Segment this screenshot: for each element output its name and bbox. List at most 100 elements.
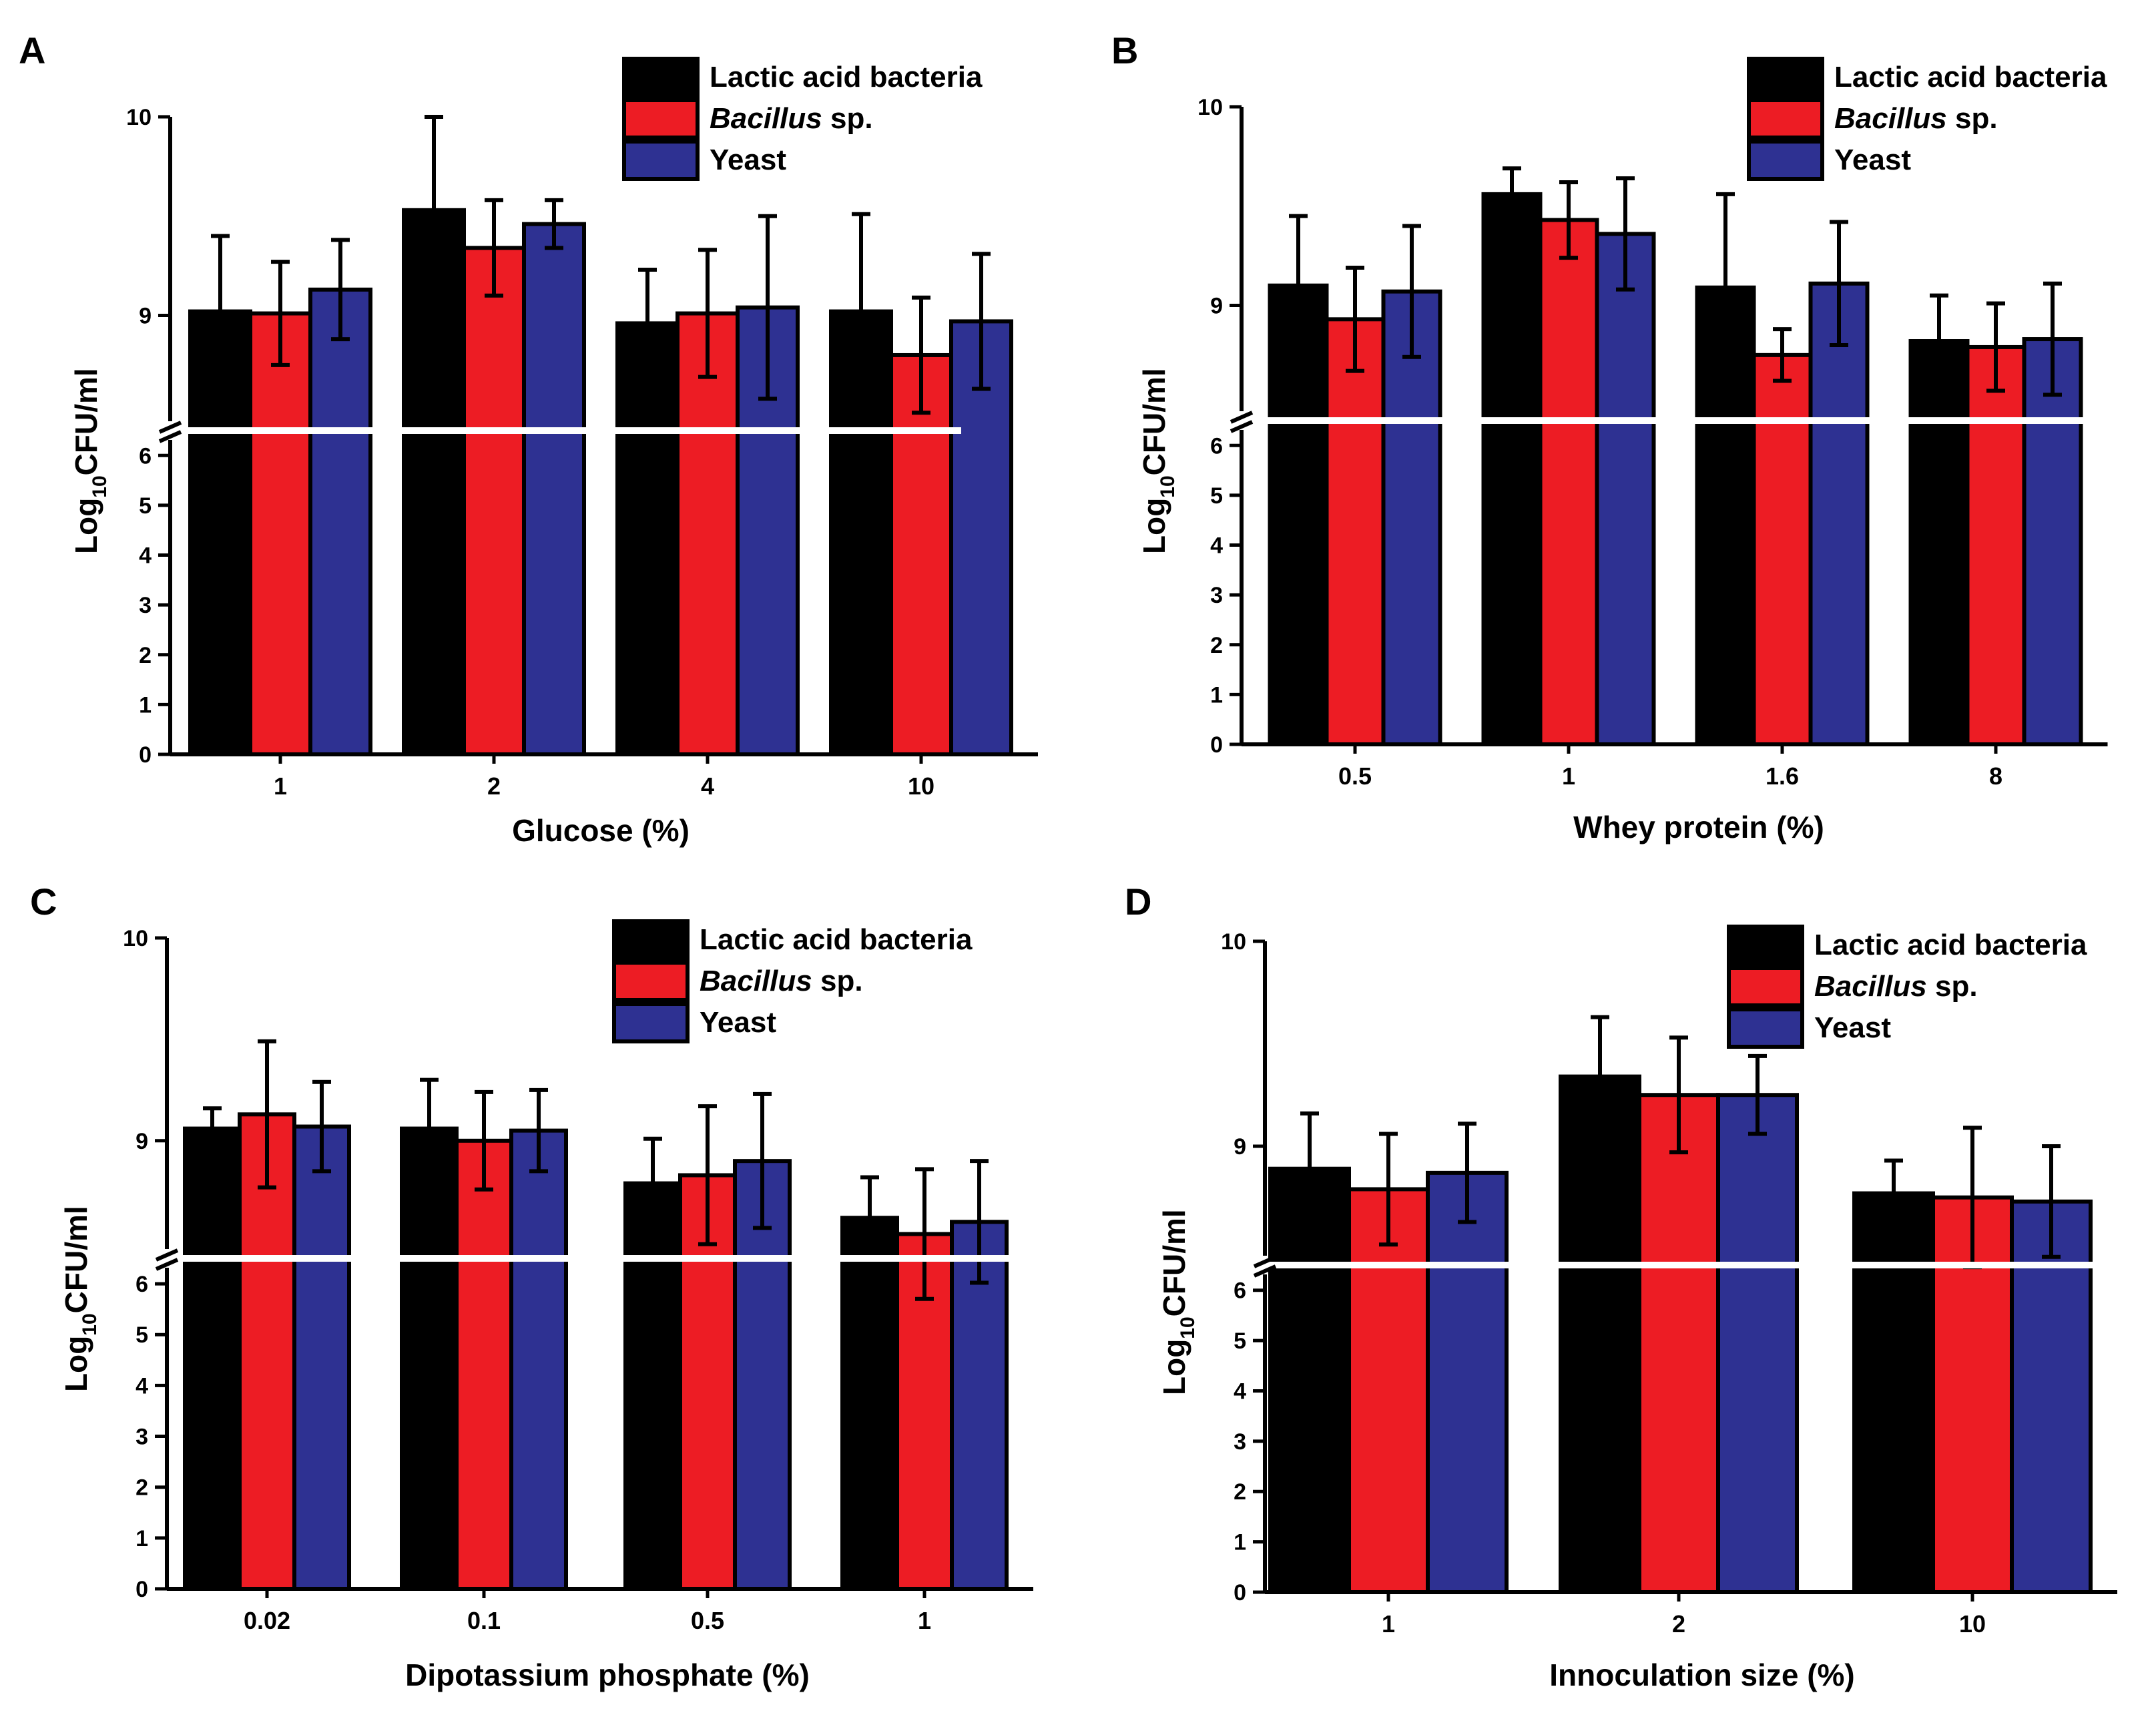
y-tick-label: 0 bbox=[1210, 732, 1223, 758]
bar bbox=[308, 287, 372, 756]
chart-panel-d: D 1 2 10 0 1 2 3 4 5 6 9 10 Log10CFU/ml Innoculation s… bbox=[1125, 881, 2117, 1692]
bar bbox=[2022, 337, 2083, 746]
y-tick-label: 2 bbox=[1234, 1479, 1246, 1505]
panel-letter: B bbox=[1111, 29, 1138, 71]
legend-swatch bbox=[1747, 57, 1824, 98]
bar bbox=[248, 311, 312, 757]
y-tick-label: 10 bbox=[1221, 929, 1246, 955]
y-tick-label: 0 bbox=[136, 1577, 148, 1602]
bar bbox=[1426, 1170, 1509, 1594]
bar bbox=[462, 246, 526, 756]
legend-swatch bbox=[1747, 98, 1824, 140]
y-tick-label: 1 bbox=[1234, 1530, 1246, 1555]
legend-label: Lactic acid bacteria bbox=[1814, 929, 2087, 961]
bar bbox=[1268, 1166, 1351, 1595]
legend-swatch bbox=[1727, 925, 1804, 966]
x-axis-title: Whey protein (%) bbox=[1573, 810, 1824, 844]
axis-break-mark bbox=[155, 1248, 179, 1262]
bar bbox=[1808, 281, 1870, 746]
legend-label: Yeast bbox=[1834, 144, 1911, 176]
y-axis-label: Log10CFU/ml bbox=[69, 368, 111, 554]
legend-swatch bbox=[1727, 966, 1804, 1007]
y-tick-label: 9 bbox=[1234, 1134, 1246, 1160]
legend-label: Bacillus sp. bbox=[1814, 970, 1978, 1003]
y-tick-label: 2 bbox=[1210, 633, 1223, 658]
axis-break-mark bbox=[1230, 411, 1254, 424]
panel-letter: A bbox=[19, 29, 45, 71]
bar bbox=[455, 1138, 513, 1591]
x-tick-label: 0.02 bbox=[244, 1607, 290, 1634]
x-tick-label: 1 bbox=[1382, 1610, 1395, 1638]
axis-break-mark bbox=[158, 421, 182, 434]
y-tick-label: 9 bbox=[1210, 293, 1223, 318]
legend-label: Yeast bbox=[710, 144, 786, 176]
y-tick-label: 1 bbox=[139, 692, 152, 718]
y-tick-label: 4 bbox=[136, 1373, 148, 1399]
x-tick-label: 8 bbox=[1989, 762, 2002, 790]
bar bbox=[1347, 1187, 1430, 1594]
y-axis-label: Log10CFU/ml bbox=[59, 1206, 101, 1392]
chart-panel-a: A 1 2 4 10 0 1 2 3 4 5 6 9 10 Log10CFU/ml Glucose (%) La… bbox=[19, 29, 1038, 848]
legend-swatch bbox=[1727, 1007, 1804, 1049]
y-tick-label: 2 bbox=[136, 1475, 148, 1501]
bar bbox=[1965, 344, 2027, 746]
x-tick-label: 2 bbox=[487, 772, 501, 800]
y-tick-label: 3 bbox=[1210, 583, 1223, 608]
bar bbox=[400, 1126, 459, 1591]
bar bbox=[840, 1216, 899, 1591]
bar bbox=[292, 1124, 351, 1591]
bar bbox=[1538, 218, 1599, 747]
legend-label: Lactic acid bacteria bbox=[710, 61, 983, 93]
bar bbox=[1324, 317, 1386, 746]
x-tick-label: 4 bbox=[701, 772, 714, 800]
legend-swatch bbox=[1747, 140, 1824, 181]
y-tick-label: 9 bbox=[136, 1129, 148, 1154]
bar bbox=[889, 352, 953, 756]
y-tick-label: 3 bbox=[139, 593, 152, 618]
legend-label: Lactic acid bacteria bbox=[700, 923, 973, 956]
legend-label: Bacillus sp. bbox=[700, 965, 863, 997]
y-axis-label: Log10CFU/ml bbox=[1157, 1209, 1199, 1395]
legend-swatch bbox=[622, 57, 700, 98]
y-tick-label: 5 bbox=[139, 493, 152, 519]
bar bbox=[623, 1181, 682, 1592]
x-tick-label: 1 bbox=[274, 772, 287, 800]
axis-break-mark bbox=[1253, 1264, 1277, 1278]
legend-swatch bbox=[612, 961, 690, 1002]
y-tick-label: 6 bbox=[1234, 1278, 1246, 1304]
bar bbox=[2010, 1199, 2093, 1594]
y-tick-label: 3 bbox=[136, 1425, 148, 1450]
axis-break-mark bbox=[1253, 1255, 1277, 1268]
y-tick-label: 5 bbox=[136, 1322, 148, 1348]
axis-break-mark bbox=[155, 1258, 179, 1271]
bar bbox=[1751, 352, 1813, 746]
bar bbox=[1716, 1093, 1799, 1595]
y-tick-label: 4 bbox=[1210, 533, 1223, 559]
x-tick-label: 10 bbox=[1959, 1610, 1986, 1638]
bar bbox=[1852, 1191, 1935, 1594]
legend-swatch bbox=[612, 1002, 690, 1043]
y-tick-label: 1 bbox=[136, 1526, 148, 1551]
y-tick-label: 5 bbox=[1234, 1328, 1246, 1354]
x-tick-label: 2 bbox=[1672, 1610, 1685, 1638]
legend-swatch bbox=[622, 98, 700, 140]
bar bbox=[615, 321, 680, 757]
bar bbox=[676, 311, 740, 757]
bar bbox=[183, 1126, 242, 1591]
y-tick-label: 4 bbox=[1234, 1379, 1246, 1404]
panel-letter: C bbox=[30, 881, 57, 923]
y-tick-label: 6 bbox=[139, 443, 152, 469]
x-tick-label: 0.5 bbox=[691, 1607, 724, 1634]
y-tick-label: 6 bbox=[136, 1272, 148, 1297]
legend-label: Bacillus sp. bbox=[1834, 102, 1998, 135]
y-tick-label: 9 bbox=[139, 303, 152, 328]
y-tick-label: 3 bbox=[1234, 1429, 1246, 1455]
x-axis-title: Glucose (%) bbox=[512, 813, 690, 848]
y-tick-label: 1 bbox=[1210, 682, 1223, 708]
chart-panel-b: B 0.5 1 1.6 8 0 1 2 3 4 5 6 9 10 Log10CFU/ml Whey prote… bbox=[1111, 29, 2109, 844]
x-tick-label: 10 bbox=[908, 772, 934, 800]
bar bbox=[238, 1112, 296, 1592]
bar bbox=[1908, 339, 1970, 747]
bar bbox=[1595, 232, 1656, 746]
